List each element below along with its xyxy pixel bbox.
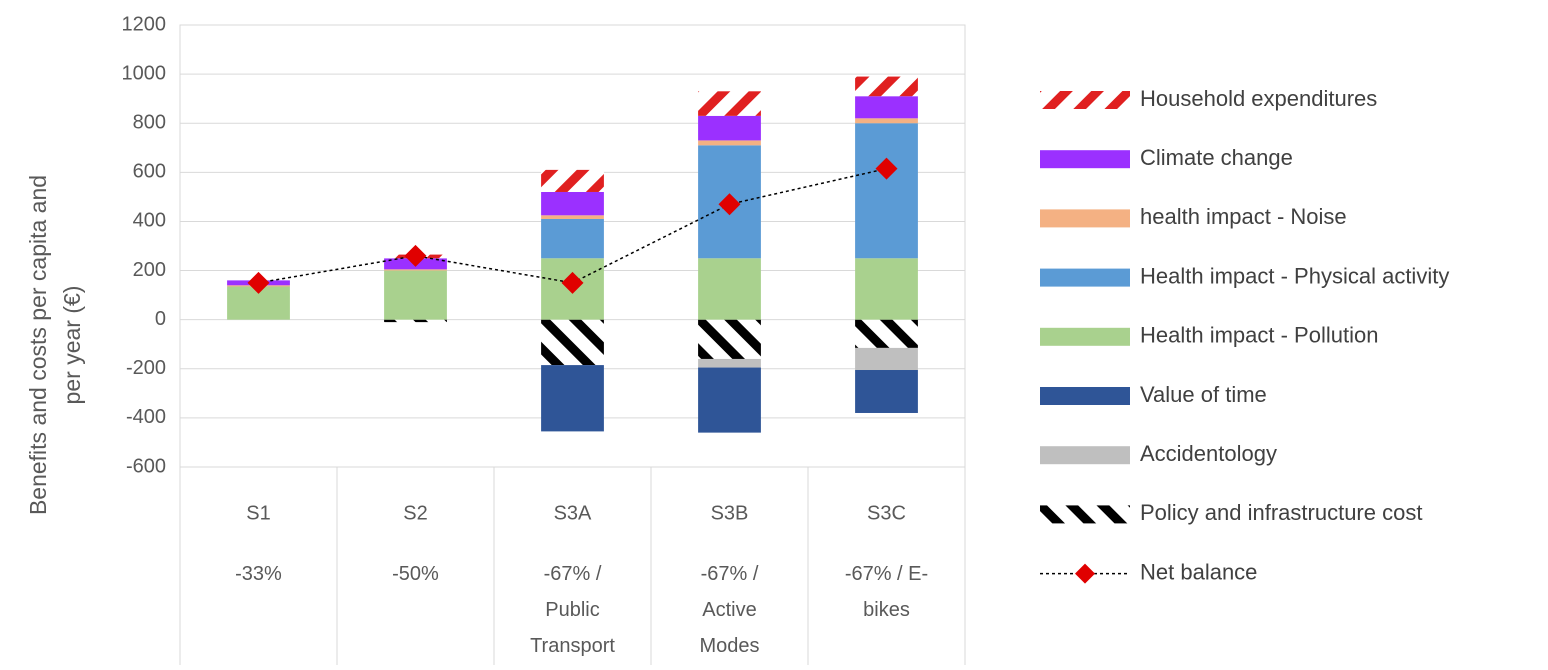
y-tick-label: 0	[155, 308, 166, 330]
bar-segment	[384, 319, 447, 323]
y-tick-label: 800	[133, 112, 166, 134]
bar-segment	[698, 91, 761, 116]
y-tick-label: -200	[126, 357, 166, 379]
bar-segment	[541, 218, 604, 259]
y-tick-label: 400	[133, 210, 166, 232]
bar-segment	[541, 365, 604, 432]
legend-marker	[1075, 563, 1095, 584]
bar-segment	[698, 367, 761, 433]
x-tick-label: S1	[246, 502, 270, 524]
legend-label: Climate change	[1140, 145, 1293, 170]
net-marker	[875, 157, 898, 180]
bar-segment	[698, 115, 761, 141]
bar-segment	[541, 191, 604, 216]
bar-segment	[698, 319, 761, 359]
net-marker	[404, 244, 427, 267]
bar-segment	[855, 347, 918, 371]
bar-segment	[384, 270, 447, 320]
legend-label: Health impact - Pollution	[1140, 323, 1378, 348]
legend-label: Net balance	[1140, 559, 1257, 584]
bar-segment	[698, 358, 761, 368]
x-tick-label: S3A	[554, 502, 592, 524]
category-note: -67% / Active Modes	[699, 563, 759, 657]
bar-segment	[855, 319, 918, 348]
legend-label: Value of time	[1140, 382, 1267, 407]
legend-label: Household expenditures	[1140, 86, 1377, 111]
legend-label: Health impact - Physical activity	[1140, 263, 1449, 288]
category-note: -67% / Public Transport	[530, 563, 615, 657]
y-tick-label: -400	[126, 406, 166, 428]
legend-swatch	[1040, 387, 1130, 405]
legend-swatch	[1040, 268, 1130, 287]
bar-segment	[541, 215, 604, 219]
legend-label: health impact - Noise	[1140, 204, 1347, 229]
bar-segment	[855, 96, 918, 119]
bar-segment	[541, 319, 604, 366]
y-tick-label: 1200	[122, 13, 167, 35]
legend-swatch	[1040, 327, 1130, 346]
legend-swatch	[1040, 209, 1130, 228]
bar-segment	[855, 118, 918, 124]
bar-segment	[855, 258, 918, 320]
net-marker	[561, 271, 584, 294]
bar-segment	[855, 76, 918, 97]
bar-segment	[384, 269, 447, 271]
y-tick-label: 1000	[122, 62, 167, 84]
category-note: -33%	[235, 563, 282, 585]
y-axis-label: Benefits and costs per capita and per yea…	[25, 175, 85, 515]
y-tick-label: 200	[133, 259, 166, 281]
net-marker	[718, 193, 741, 216]
bar-segment	[855, 123, 918, 259]
plot-frame	[179, 24, 966, 468]
bar-segment	[541, 169, 604, 192]
y-tick-label: 600	[133, 161, 166, 183]
legend-label: Policy and infrastructure cost	[1140, 500, 1422, 525]
category-note: -67% / E-bikes	[845, 563, 928, 621]
legend-swatch	[1040, 150, 1130, 169]
x-tick-label: S3C	[867, 502, 906, 524]
bar-segment	[855, 370, 918, 413]
x-tick-label: S3B	[711, 502, 749, 524]
bar-segment	[698, 140, 761, 146]
y-tick-label: -600	[126, 455, 166, 477]
legend-swatch	[1040, 446, 1130, 465]
bar-segment	[698, 258, 761, 320]
legend-label: Accidentology	[1140, 441, 1277, 466]
legend-swatch	[1040, 91, 1130, 109]
legend-swatch	[1040, 505, 1130, 524]
net-marker	[247, 271, 270, 294]
category-note: -50%	[392, 563, 439, 585]
x-tick-label: S2	[403, 502, 427, 524]
